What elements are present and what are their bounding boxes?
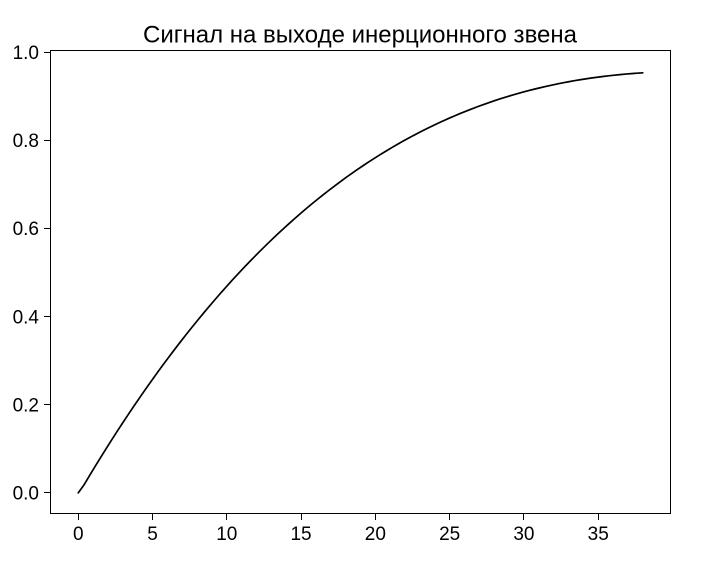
svg-text:30: 30	[513, 524, 534, 545]
svg-text:0.6: 0.6	[13, 219, 39, 240]
svg-text:10: 10	[216, 524, 237, 545]
svg-text:0: 0	[73, 524, 84, 545]
svg-text:5: 5	[147, 524, 158, 545]
svg-text:1.0: 1.0	[13, 43, 39, 64]
svg-text:0.8: 0.8	[13, 131, 39, 152]
svg-text:0.0: 0.0	[13, 483, 39, 504]
svg-text:25: 25	[439, 524, 460, 545]
svg-text:15: 15	[290, 524, 311, 545]
svg-text:35: 35	[588, 524, 609, 545]
svg-text:20: 20	[365, 524, 386, 545]
svg-text:0.2: 0.2	[13, 395, 39, 416]
svg-text:Сигнал на выходе инерционного: Сигнал на выходе инерционного звена	[143, 22, 578, 49]
svg-text:0.4: 0.4	[13, 307, 40, 328]
